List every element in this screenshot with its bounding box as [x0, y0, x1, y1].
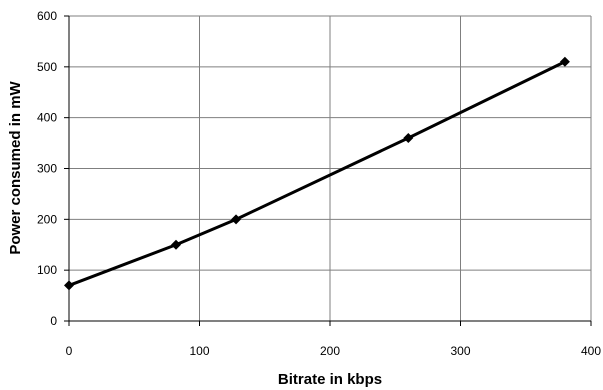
y-tick-label: 300: [37, 162, 57, 176]
data-point-diamond: [171, 239, 182, 250]
data-point-diamond: [403, 133, 414, 143]
gridlines: [68, 15, 592, 322]
x-tick-label: 300: [450, 344, 470, 358]
y-tick-label: 0: [50, 314, 57, 328]
y-tick-label: 200: [37, 212, 57, 226]
x-tick-label: 100: [189, 344, 209, 358]
y-axis-title: Power consumed in mW: [7, 80, 24, 254]
y-tick-label: 400: [37, 111, 57, 125]
axes: [64, 15, 592, 326]
y-tick-label: 100: [37, 263, 57, 277]
y-tick-label: 600: [37, 9, 57, 23]
series-layer: [64, 56, 570, 291]
x-tick-label: 200: [320, 344, 340, 358]
x-axis-title: Bitrate in kbps: [278, 371, 382, 388]
x-tick-label: 0: [66, 344, 73, 358]
tick-labels: 0 100 200 300 400 500 600 0 100 200 300 400: [37, 9, 601, 358]
x-tick-label: 400: [581, 344, 601, 358]
data-point-diamond: [64, 280, 74, 291]
data-point-diamond: [559, 56, 570, 67]
y-tick-label: 500: [37, 60, 57, 74]
data-point-diamond: [231, 214, 242, 225]
